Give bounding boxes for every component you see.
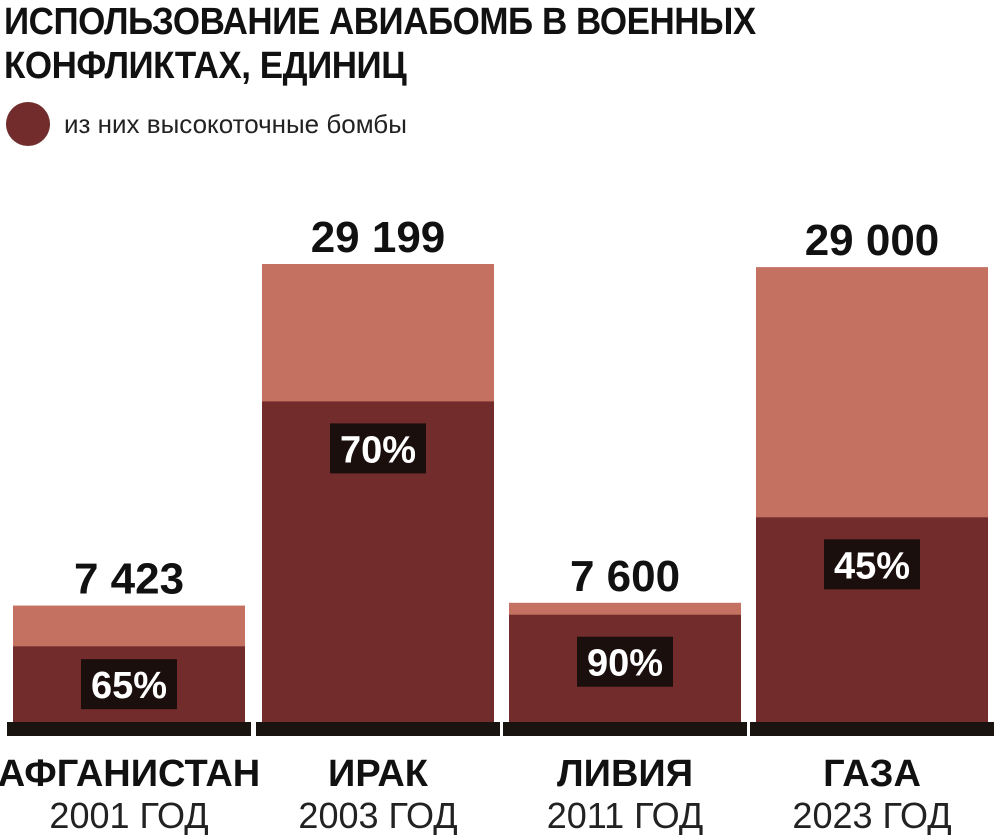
category-label-0: АФГАНИСТАН — [0, 753, 260, 795]
legend-label-precision: из них высокоточные бомбы — [64, 108, 407, 139]
percent-label-0: 65% — [91, 665, 167, 707]
legend: из них высокоточные бомбы — [6, 100, 407, 148]
percent-label-3: 45% — [834, 545, 910, 587]
category-label-2: ЛИВИЯ — [557, 753, 693, 795]
percent-label-2: 90% — [587, 643, 663, 685]
percent-box-2 — [577, 636, 673, 687]
year-label-3: 2023 ГОД — [792, 795, 951, 835]
percent-box-3 — [824, 539, 920, 590]
value-label-1: 29 199 — [311, 213, 446, 262]
baseline-1 — [256, 722, 500, 736]
baseline-2 — [503, 722, 747, 736]
percent-label-1: 70% — [340, 429, 416, 471]
value-label-3: 29 000 — [805, 216, 940, 265]
year-label-0: 2001 ГОД — [49, 795, 208, 835]
baseline-0 — [7, 722, 251, 736]
category-label-3: ГАЗА — [823, 753, 921, 795]
year-label-1: 2003 ГОД — [298, 795, 457, 835]
legend-swatch-precision — [6, 102, 50, 146]
value-label-2: 7 600 — [570, 552, 680, 601]
year-label-2: 2011 ГОД — [547, 795, 703, 835]
percent-box-0 — [81, 659, 177, 710]
value-label-0: 7 423 — [74, 555, 184, 604]
chart-title: ИСПОЛЬЗОВАНИЕ АВИАБОМБ В ВОЕННЫХ КОНФЛИК… — [4, 1, 756, 87]
category-label-1: ИРАК — [328, 753, 429, 795]
percent-box-1 — [330, 423, 426, 474]
baseline-3 — [750, 722, 994, 736]
